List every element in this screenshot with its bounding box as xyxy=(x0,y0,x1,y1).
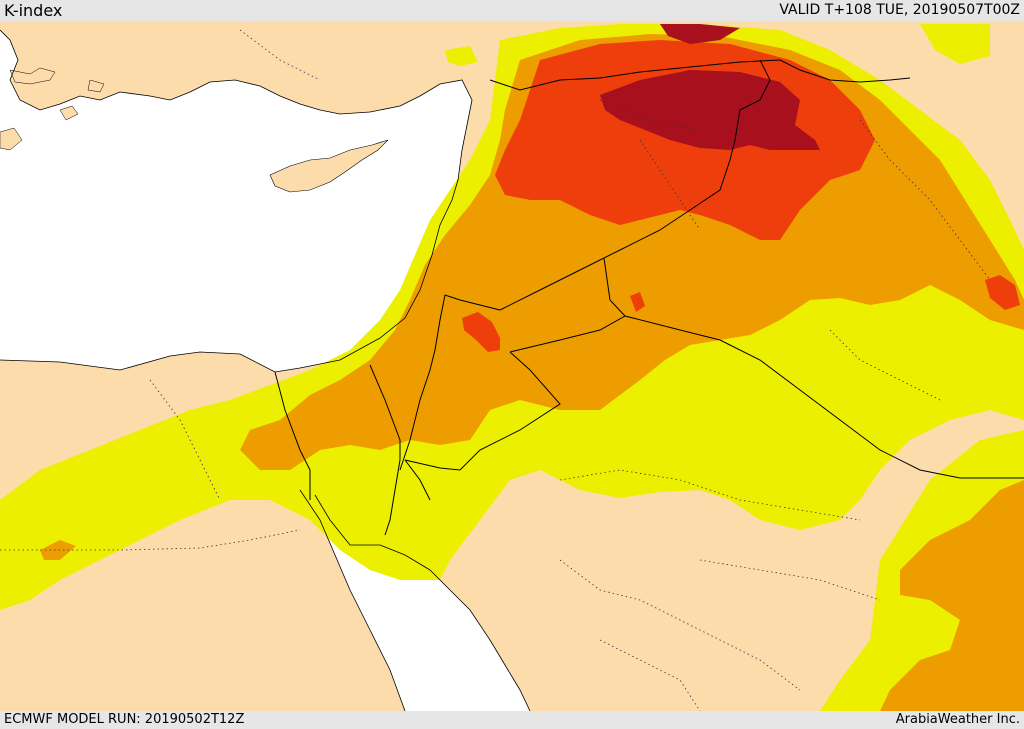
region-boundaries xyxy=(0,29,991,711)
coastlines xyxy=(0,29,531,711)
kindex-dark-red xyxy=(600,24,820,150)
forecast-map[interactable] xyxy=(0,21,1024,711)
kindex-yellow-north xyxy=(445,24,990,66)
footer-bar xyxy=(0,711,1024,729)
country-borders xyxy=(274,59,1024,536)
kindex-orange-spot xyxy=(40,540,76,560)
model-run-label: ECMWF MODEL RUN: 20190502T12Z xyxy=(4,712,245,727)
kindex-orange-southeast xyxy=(880,480,1024,711)
header-bar xyxy=(0,0,1024,21)
aegean-islands xyxy=(0,67,105,151)
map-title: K-index xyxy=(4,1,63,20)
credit-label: ArabiaWeather Inc. xyxy=(895,712,1020,727)
valid-time-label: VALID T+108 TUE, 20190507T00Z xyxy=(779,2,1020,18)
mediterranean-sea xyxy=(0,21,472,372)
kindex-red-orange-east xyxy=(985,275,1020,310)
cyprus xyxy=(269,139,389,193)
